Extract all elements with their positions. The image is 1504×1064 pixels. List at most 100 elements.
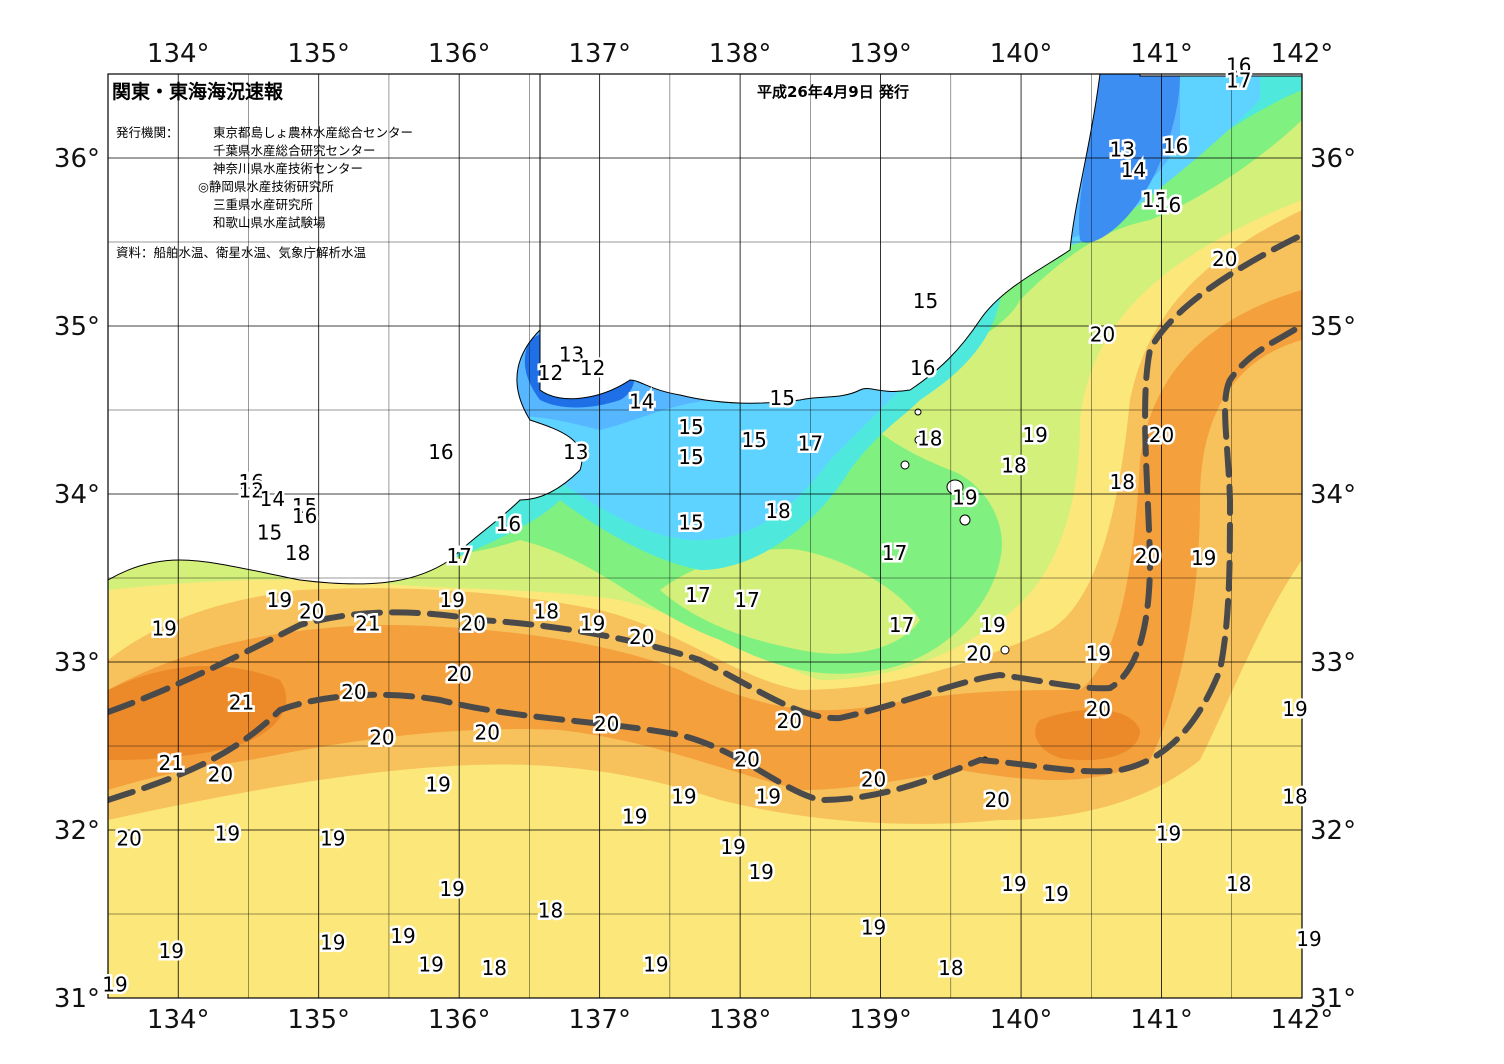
temperature-label: 16	[1226, 54, 1251, 78]
temperature-label: 18	[1001, 453, 1026, 477]
temperature-label: 16	[910, 356, 935, 380]
temperature-label: 14	[1121, 158, 1146, 182]
longitude-label: 139°	[849, 1005, 912, 1035]
temperature-label: 19	[1282, 697, 1307, 721]
latitude-label: 31°	[54, 984, 100, 1014]
temperature-label: 19	[720, 835, 745, 859]
temperature-label: 19	[390, 924, 415, 948]
longitude-label: 136°	[428, 39, 491, 69]
longitude-label: 138°	[709, 39, 772, 69]
agency-4: ◎静岡県水産技術研究所	[198, 179, 334, 194]
temperature-label: 18	[534, 600, 559, 624]
latitude-label: 34°	[54, 480, 100, 510]
latitude-label: 34°	[1310, 480, 1356, 510]
data-sources: 資料：船舶水温、衛星水温、気象庁解析水温	[116, 245, 367, 260]
longitude-label: 136°	[428, 1005, 491, 1035]
issue-date: 平成26年4月9日 発行	[757, 83, 909, 101]
temperature-label: 19	[1191, 546, 1216, 570]
temperature-label: 20	[777, 709, 802, 733]
temperature-label: 19	[158, 939, 183, 963]
temperature-label: 17	[685, 583, 710, 607]
temperature-label: 19	[671, 784, 696, 808]
temperature-label: 16	[1163, 134, 1188, 158]
agencies-label: 発行機関：	[116, 125, 179, 140]
longitude-label: 140°	[990, 39, 1053, 69]
longitude-label: 138°	[709, 1005, 772, 1035]
temperature-label: 18	[938, 956, 963, 980]
temperature-label: 16	[496, 512, 521, 536]
latitude-label: 32°	[1310, 816, 1356, 846]
agency-3: 神奈川県水産技術センター	[213, 161, 363, 176]
honshu-kii-shikoku-land	[108, 74, 583, 585]
latitude-label: 31°	[1310, 984, 1356, 1014]
temperature-label: 20	[446, 662, 471, 686]
map-frame	[107, 73, 1303, 999]
temperature-label: 20	[460, 611, 485, 635]
temperature-label: 16	[1156, 193, 1181, 217]
temperature-label: 15	[292, 494, 317, 518]
temperature-label: 20	[1086, 697, 1111, 721]
temperature-label: 19	[439, 877, 464, 901]
temperature-label: 15	[678, 511, 703, 535]
temperature-label: 20	[208, 763, 233, 787]
latitude-label: 33°	[1310, 648, 1356, 678]
longitude-labels-top: 134° 135° 136° 137° 138° 139° 140° 141° 142°	[147, 39, 1333, 69]
temperature-label: 20	[966, 642, 991, 666]
temperature-label: 15	[678, 415, 703, 439]
temperature-label: 20	[1090, 322, 1115, 346]
temperature-label: 19	[952, 485, 977, 509]
temperature-label: 18	[482, 956, 507, 980]
sst-21-zone	[108, 666, 287, 760]
agency-5: 三重県水産研究所	[213, 197, 313, 212]
latitude-label: 33°	[54, 648, 100, 678]
latitude-labels-right: 36° 35° 34° 33° 32° 31°	[1310, 144, 1356, 1014]
longitude-label: 140°	[990, 1005, 1053, 1035]
temperature-label: 19	[1156, 821, 1181, 845]
temperature-label: 16	[292, 504, 317, 528]
temperature-label: 19	[980, 613, 1005, 637]
temperature-label: 14	[629, 390, 654, 414]
temperature-label: 12	[538, 361, 563, 385]
temperature-label: 19	[580, 611, 605, 635]
temperature-label: 17	[889, 613, 914, 637]
temperature-label: 20	[629, 625, 654, 649]
temperature-label: 20	[369, 726, 394, 750]
latitude-labels-left: 36° 35° 34° 33° 32° 31°	[54, 144, 100, 1014]
temperature-label: 18	[765, 499, 790, 523]
temperature-label: 19	[102, 973, 127, 997]
temperature-label: 19	[418, 952, 443, 976]
temperature-label: 14	[260, 487, 285, 511]
temperature-label: 20	[984, 788, 1009, 812]
temperature-label: 15	[741, 428, 766, 452]
temperature-label: 15	[678, 445, 703, 469]
temperature-label: 20	[116, 826, 141, 850]
longitude-label: 142°	[1271, 39, 1334, 69]
longitude-labels-bottom: 134° 135° 136° 137° 138° 139° 140° 141° 142°	[147, 1005, 1333, 1035]
temperature-label: 20	[341, 680, 366, 704]
kuroshio-north-edge	[108, 232, 1302, 722]
lat-lon-grid	[108, 74, 1302, 998]
temperature-label: 13	[1109, 138, 1134, 162]
temperature-label: 15	[1142, 188, 1167, 212]
temperature-label: 13	[563, 440, 588, 464]
temperature-label: 18	[1282, 784, 1307, 808]
temperature-label: 15	[770, 386, 795, 410]
latitude-label: 35°	[1310, 312, 1356, 342]
latitude-label: 36°	[1310, 144, 1356, 174]
latitude-label: 32°	[54, 816, 100, 846]
longitude-label: 134°	[147, 1005, 210, 1035]
temperature-label: 19	[643, 952, 668, 976]
kuroshio-current-lines	[108, 232, 1302, 804]
temperature-label: 16	[239, 470, 264, 494]
honshu-central-land	[539, 74, 1101, 404]
longitude-label: 137°	[568, 1005, 631, 1035]
latitude-label: 36°	[54, 144, 100, 174]
temperature-label: 20	[475, 721, 500, 745]
temperature-label: 19	[425, 773, 450, 797]
temperature-label: 19	[1296, 927, 1321, 951]
agency-1: 東京都島しょ農林水産総合センター	[213, 125, 413, 140]
temperature-label: 18	[538, 899, 563, 923]
temperature-label: 20	[1135, 544, 1160, 568]
temperature-label: 17	[734, 588, 759, 612]
